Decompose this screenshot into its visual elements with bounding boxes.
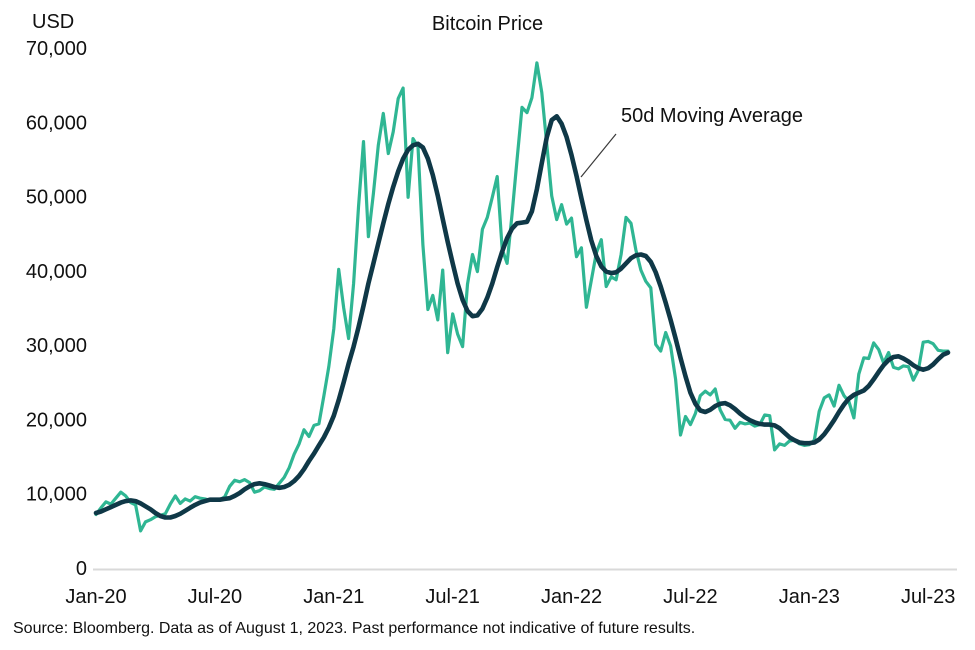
annotation-leader-line	[580, 133, 617, 178]
x-axis-tick-label: Jan-22	[541, 586, 602, 608]
source-note: Source: Bloomberg. Data as of August 1, …	[13, 620, 696, 637]
bitcoin-price-line	[94, 61, 950, 533]
x-axis-tick-label: Jul-20	[188, 586, 242, 608]
y-axis-tick-label: 50,000	[26, 187, 87, 209]
y-axis-tick-label: 70,000	[26, 38, 87, 60]
y-axis-tick-label: 0	[76, 558, 87, 580]
x-axis-tick-label: Jan-21	[303, 586, 364, 608]
y-axis-tick-label: 30,000	[26, 335, 87, 357]
annotation-label: 50d Moving Average	[621, 105, 803, 127]
moving-average-line	[93, 114, 951, 520]
chart-title: Bitcoin Price	[431, 13, 544, 35]
x-axis-tick-label: Jul-22	[663, 586, 717, 608]
x-axis-tick-label: Jul-23	[901, 586, 955, 608]
y-axis-tick-label: 20,000	[26, 409, 87, 431]
y-axis-tick-label: 60,000	[26, 112, 87, 134]
y-axis-unit-label: USD	[32, 11, 75, 33]
y-axis-tick-label: 40,000	[26, 261, 87, 283]
x-axis-tick-label: Jan-23	[779, 586, 840, 608]
y-axis-tick-label: 10,000	[26, 484, 87, 506]
x-axis-tick-label: Jul-21	[425, 586, 479, 608]
x-axis-tick-label: Jan-20	[65, 586, 126, 608]
